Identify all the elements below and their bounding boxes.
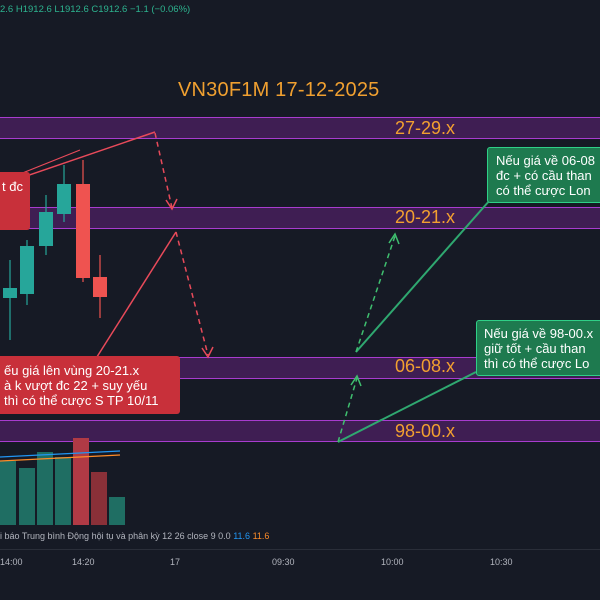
zone-20-21[interactable] bbox=[0, 207, 600, 229]
trend-line-green[interactable] bbox=[337, 371, 477, 443]
ohlc-close: C1912.6 bbox=[91, 4, 128, 15]
time-axis[interactable]: 14:00 14:20 17 09:30 10:00 10:30 bbox=[0, 549, 600, 600]
note-green-callout-1[interactable]: Nếu giá về 06-08 đc + có cầu than có thể… bbox=[487, 147, 600, 203]
indicator-value: 0.0 bbox=[218, 531, 231, 541]
chart-title: VN30F1M 17-12-2025 bbox=[178, 79, 380, 101]
forecast-up-arrow[interactable] bbox=[355, 235, 396, 353]
zone-label-20-21: 20-21.x bbox=[395, 207, 456, 227]
note-top-left-text: t đc bbox=[2, 179, 23, 194]
candle bbox=[57, 184, 71, 214]
note-line: giữ tốt + cầu than bbox=[484, 341, 586, 356]
time-tick: 14:20 bbox=[72, 557, 95, 567]
note-green-callout-2[interactable]: Nếu giá về 98-00.x giữ tốt + cầu than th… bbox=[476, 320, 600, 376]
zone-label-98-00: 98-00.x bbox=[395, 421, 456, 441]
candle bbox=[3, 288, 17, 298]
histogram-bar bbox=[55, 457, 71, 525]
time-tick: 14:00 bbox=[0, 557, 23, 567]
histogram-bar bbox=[91, 472, 107, 525]
note-top-left[interactable]: t đc bbox=[0, 172, 30, 230]
candles bbox=[3, 160, 107, 340]
arrow-head bbox=[350, 374, 362, 387]
note-line: thì có thể cược Lo bbox=[484, 356, 590, 371]
note-line: ếu giá lên vùng 20-21.x bbox=[4, 363, 140, 378]
time-tick: 09:30 bbox=[272, 557, 295, 567]
arrow-head bbox=[388, 232, 400, 245]
arrow-head bbox=[165, 198, 178, 211]
note-line: thì có thể cược S TP 10/11 bbox=[4, 393, 159, 408]
note-red-callout[interactable]: ếu giá lên vùng 20-21.x à k vượt đc 22 +… bbox=[0, 356, 180, 414]
time-tick: 10:00 bbox=[381, 557, 404, 567]
zone-98-00[interactable] bbox=[0, 420, 600, 442]
ohlc-change: −1.1 (−0.06%) bbox=[129, 4, 191, 15]
histogram-bar bbox=[0, 461, 16, 525]
zone-label-06-08: 06-08.x bbox=[395, 356, 456, 376]
signal-line bbox=[0, 454, 121, 462]
note-line: Nếu giá về 06-08 bbox=[496, 153, 596, 168]
histogram-bar bbox=[109, 497, 125, 525]
candle bbox=[39, 212, 53, 246]
ohlc-readout: 2.6 H1912.6 L1912.6 C1912.6 −1.1 (−0.06%… bbox=[0, 4, 190, 15]
candle bbox=[93, 277, 107, 297]
trend-line-red[interactable] bbox=[94, 231, 177, 361]
zone-label-27-29: 27-29.x bbox=[395, 118, 456, 138]
time-tick: 10:30 bbox=[490, 557, 513, 567]
histogram-bar bbox=[73, 438, 89, 525]
ohlc-open: 2.6 bbox=[0, 4, 14, 15]
note-line: Nếu giá về 98-00.x bbox=[484, 326, 594, 341]
forecast-up-arrow[interactable] bbox=[337, 377, 358, 443]
trend-line-green[interactable] bbox=[355, 199, 491, 353]
forecast-down-arrow[interactable] bbox=[175, 231, 209, 356]
histogram-bar bbox=[37, 452, 53, 525]
ohlc-low: L1912.6 bbox=[54, 4, 89, 15]
note-line: đc + có cầu than bbox=[496, 168, 592, 183]
macd-line bbox=[0, 450, 121, 458]
indicator-label: i báo Trung bình Động hội tụ và phân kỳ … bbox=[0, 531, 216, 541]
time-tick: 17 bbox=[170, 557, 181, 567]
indicator-value: 11.6 bbox=[233, 531, 251, 541]
indicator-legend[interactable]: i báo Trung bình Động hội tụ và phân kỳ … bbox=[0, 531, 269, 541]
histogram bbox=[0, 438, 125, 525]
note-line: à k vượt đc 22 + suy yếu bbox=[4, 378, 148, 393]
histogram-bar bbox=[19, 468, 35, 525]
candle bbox=[76, 184, 90, 278]
ohlc-high: H1912.6 bbox=[15, 4, 52, 15]
indicator-value: 11.6 bbox=[252, 531, 270, 541]
candle bbox=[20, 246, 34, 294]
note-line: có thể cược Lon bbox=[496, 183, 591, 198]
arrow-head bbox=[201, 346, 214, 359]
forecast-down-arrow[interactable] bbox=[154, 132, 173, 209]
